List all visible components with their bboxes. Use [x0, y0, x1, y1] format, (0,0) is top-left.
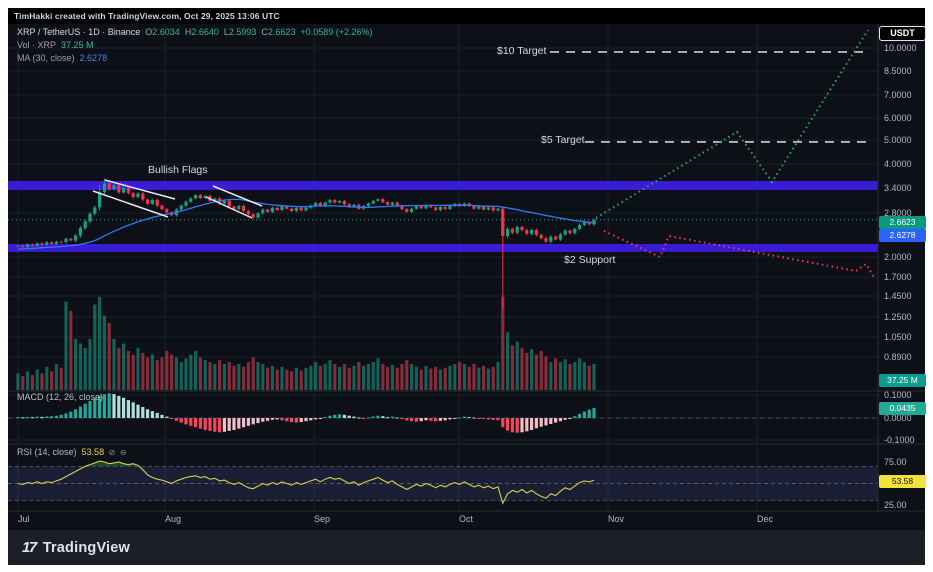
volume-bars [16, 297, 596, 391]
macd-histogram [16, 393, 596, 433]
rsi-level-lines [8, 465, 878, 502]
price-bands [8, 181, 878, 252]
bottom-toolbar: 17 TradingView [8, 530, 925, 565]
attribution-text: TimHakki created with TradingView.com, O… [14, 11, 280, 21]
chart-svg[interactable] [8, 24, 925, 530]
bearish-projection-line[interactable] [603, 230, 875, 278]
bullish-projection-line[interactable] [595, 29, 869, 219]
currency-toggle-usdt[interactable]: USDT [879, 26, 926, 41]
ma-line [17, 198, 595, 250]
chart-canvas[interactable] [8, 24, 925, 530]
chart-area[interactable]: XRP / TetherUS · 1D · Binance O2.6034 H2… [8, 24, 926, 530]
attribution-bar: TimHakki created with TradingView.com, O… [8, 8, 925, 24]
tradingview-logo-text[interactable]: TradingView [42, 539, 131, 556]
target-lines[interactable] [550, 51, 870, 143]
bullish-flag-lines[interactable] [92, 179, 263, 219]
pane-separators [8, 24, 925, 512]
tradingview-logo-icon[interactable]: 17 [22, 539, 37, 556]
rsi-line [17, 460, 595, 505]
chart-frame: TimHakki created with TradingView.com, O… [8, 8, 926, 565]
grid-layer [8, 24, 878, 511]
rsi-band [8, 466, 878, 501]
